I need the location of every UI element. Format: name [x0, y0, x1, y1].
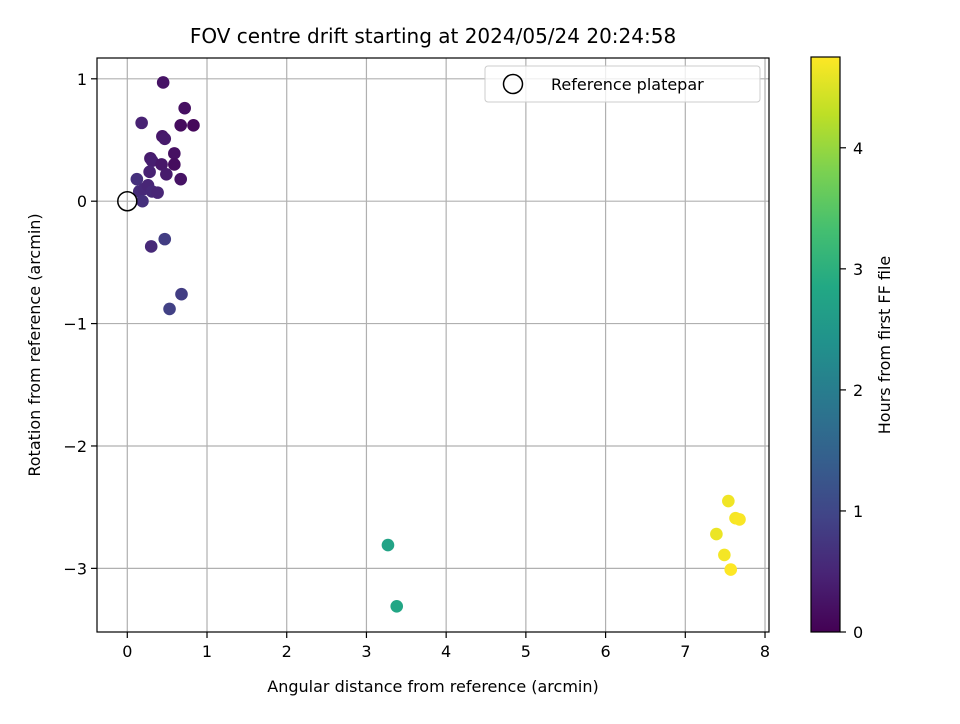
grid-lines: [97, 58, 769, 632]
data-point: [130, 172, 144, 186]
x-tick-label: 8: [760, 642, 770, 661]
y-axis-ticks: 1 0 −1 −2 −3: [63, 70, 97, 578]
data-point: [718, 548, 731, 562]
x-axis-ticks: 0 1 2 3 4 5 6 7 8: [122, 632, 770, 661]
data-point: [390, 599, 404, 613]
reference-platepar-marker: [117, 190, 138, 212]
data-point: [158, 132, 172, 146]
data-point: [174, 172, 188, 186]
plot-area-frame: [96, 57, 770, 633]
data-point: [163, 302, 176, 316]
x-axis-label: Angular distance from reference (arcmin): [267, 677, 598, 696]
data-point: [145, 154, 159, 168]
data-point: [187, 119, 200, 132]
y-tick-label: −3: [63, 559, 87, 578]
legend-reference-marker: [502, 73, 524, 95]
data-point: [155, 158, 168, 171]
legend-box: [484, 65, 761, 103]
colorbar-tick-label: 2: [853, 381, 863, 400]
data-point: [733, 513, 746, 526]
y-tick-label: −2: [63, 437, 87, 456]
colorbar-ticks: 0 1 2 3 4: [840, 139, 863, 642]
data-point: [136, 194, 149, 208]
colorbar-gradient: [810, 56, 841, 633]
chart-title: FOV centre drift starting at 2024/05/24 …: [190, 24, 676, 48]
colorbar-tick-label: 4: [853, 139, 863, 158]
data-point: [135, 116, 148, 130]
colorbar-tick-label: 3: [853, 260, 863, 279]
data-point: [143, 165, 156, 179]
data-point: [151, 186, 164, 199]
y-tick-label: −1: [63, 315, 87, 334]
data-point: [722, 494, 735, 508]
data-point: [168, 147, 181, 160]
y-tick-label: 0: [77, 192, 87, 211]
data-point: [160, 167, 173, 181]
data-point: [724, 563, 738, 576]
data-point: [174, 119, 188, 132]
reference-marker-layer: [117, 190, 138, 212]
y-tick-label: 1: [77, 70, 87, 89]
colorbar: 0 1 2 3 4 Hours from first FF file: [810, 56, 894, 642]
x-tick-label: 1: [202, 642, 212, 661]
data-point: [158, 232, 172, 246]
x-tick-label: 7: [680, 642, 690, 661]
legend-entry-label: Reference platepar: [551, 75, 704, 94]
x-tick-label: 3: [361, 642, 371, 661]
colorbar-tick-label: 1: [853, 502, 863, 521]
x-tick-label: 2: [282, 642, 292, 661]
x-tick-label: 4: [441, 642, 451, 661]
data-point: [156, 76, 170, 89]
x-tick-label: 6: [600, 642, 610, 661]
legend: Reference platepar: [484, 65, 761, 103]
data-point: [381, 538, 395, 552]
x-tick-label: 0: [122, 642, 132, 661]
data-point: [710, 527, 723, 541]
colorbar-tick-label: 0: [853, 623, 863, 642]
data-point: [178, 101, 191, 115]
x-tick-label: 5: [521, 642, 531, 661]
colorbar-label: Hours from first FF file: [875, 256, 894, 435]
data-point: [168, 158, 181, 171]
data-point: [175, 287, 188, 301]
data-point: [144, 240, 158, 253]
y-axis-label: Rotation from reference (arcmin): [25, 213, 44, 476]
data-points: [130, 76, 746, 613]
